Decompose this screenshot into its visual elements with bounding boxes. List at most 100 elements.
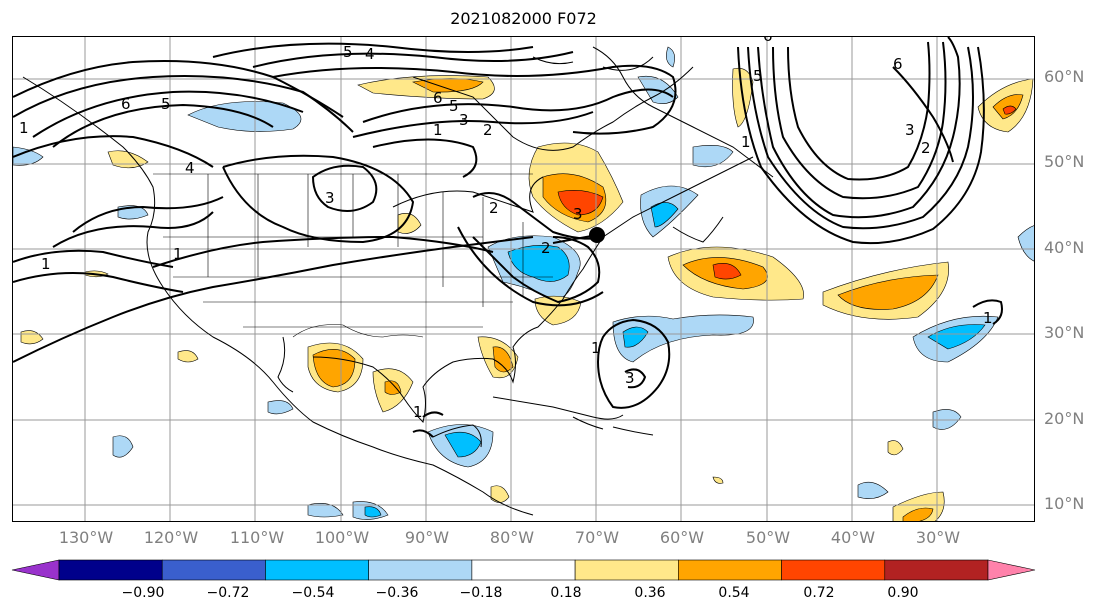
shade-pos-east-atl-n-red [1002, 105, 1017, 115]
lat-label: 40°N [1044, 238, 1085, 257]
lon-label: 50°W [745, 528, 791, 547]
shade-neg-east-atl-core [927, 324, 986, 350]
shade-pos-gulf-core [384, 380, 402, 395]
contour-label: 1 [413, 403, 423, 421]
shade-neg-gulf [267, 400, 294, 415]
contour-label: 1 [19, 119, 29, 137]
shade-neg-pacific-s3-core [364, 506, 382, 518]
shade-pos-cape-verde-core [902, 507, 934, 521]
contour-label: 1 [173, 245, 183, 263]
shade-neg-atl-e2 [1017, 225, 1034, 262]
shade-neg-atl-se [932, 409, 962, 430]
colorbar-cell [781, 559, 886, 581]
contour-label: 5 [753, 67, 763, 85]
lon-label: 100°W [314, 528, 370, 547]
lat-label: 30°N [1044, 323, 1085, 342]
shade-pos-pacific-w1 [20, 330, 44, 345]
storm-center-marker [589, 227, 605, 243]
colorbar-tick-label: −0.36 [375, 585, 419, 601]
map-panel: 5 4 6 5 6 5 3 2 4 3 1 1 1 2 3 1 3 5 6 3 … [12, 36, 1035, 522]
shade-pos-carolina [534, 295, 582, 326]
contour-label: 2 [541, 239, 551, 257]
lon-label: 120°W [143, 528, 199, 547]
contours [13, 37, 1003, 438]
colorbar-cell [884, 559, 989, 581]
colorbar-cell [368, 559, 473, 581]
contour-label: 3 [459, 111, 469, 129]
colorbar-cell [574, 559, 679, 581]
shade-pos-atl-east-core [837, 274, 939, 310]
contour-label: 3 [573, 205, 583, 223]
colorbar-tick-label: 0.72 [803, 585, 835, 601]
shade-pos-se-us-core [492, 346, 514, 373]
lat-label: 50°N [1044, 152, 1085, 171]
colorbar-cell [58, 559, 163, 581]
contour-label: 1 [983, 309, 993, 327]
colorbar-cell [265, 559, 369, 581]
shade-neg-canada [666, 46, 675, 68]
contour-label: 2 [483, 121, 493, 139]
contour-labels: 5 4 6 5 6 5 3 2 4 3 1 1 1 2 3 1 3 5 6 3 … [19, 37, 993, 421]
lon-label: 80°W [489, 528, 535, 547]
shade-neg-atl-30n [612, 314, 754, 363]
colorbar-extend-low [11, 559, 60, 581]
colorbar-tick-label: −0.72 [206, 585, 250, 601]
contour-label: 5 [343, 43, 353, 61]
contour-label: 5 [449, 97, 459, 115]
contour-label: 4 [365, 45, 375, 63]
shade-pos-mexico-core [312, 349, 356, 388]
coastlines [22, 46, 774, 516]
shade-neg-pacific-nw [187, 101, 302, 132]
lat-label: 20°N [1044, 409, 1085, 428]
graticule [13, 37, 1034, 521]
shade-neg-pacific-s [112, 435, 134, 458]
colorbar-tick-label: −0.18 [459, 585, 503, 601]
colorbar [11, 559, 1036, 581]
shade-neg-atl-se2 [857, 481, 889, 499]
shade-neg-newfoundland [692, 145, 734, 168]
lon-label: 130°W [58, 528, 114, 547]
colorbar-tick-label: 0.36 [634, 585, 666, 601]
lon-label: 70°W [574, 528, 620, 547]
contour-label: 2 [921, 139, 931, 157]
shade-neg-pacific-s2 [307, 503, 344, 518]
contour-label: 6 [763, 37, 773, 45]
colorbar-tick-label: 0.54 [718, 585, 750, 601]
shade-pos-bc [107, 150, 149, 169]
lon-label: 30°W [915, 528, 961, 547]
contour-label: 1 [41, 255, 51, 273]
colorbar-cell [678, 559, 782, 581]
contour-label: 6 [893, 55, 903, 73]
colorbar-extend-high [987, 559, 1036, 581]
colorbar-tick-label: −0.54 [291, 585, 335, 601]
shade-pos-carib-e [712, 476, 724, 484]
colorbar-tick-label: 0.18 [550, 585, 582, 601]
contour-label: 2 [489, 199, 499, 217]
contour-label: 3 [325, 189, 335, 207]
shade-pos-atl-40n-core [712, 263, 742, 280]
shade-pos-pacific-w2 [177, 350, 199, 363]
shade-neg-atl-30n-core [622, 326, 649, 348]
contour-label: 4 [185, 159, 195, 177]
lat-label: 10°N [1044, 494, 1085, 513]
colorbar-tick-label: −0.90 [121, 585, 165, 601]
contour-label: 5 [161, 95, 171, 113]
colorbar-cell [161, 559, 266, 581]
colorbar-tick-label: 0.90 [887, 585, 919, 601]
shade-neg-midatlantic-core [507, 245, 570, 282]
storm-track [552, 227, 605, 244]
contour-label: 1 [591, 339, 601, 357]
shade-pos-caribbean [490, 485, 510, 503]
contour-label: 1 [433, 121, 443, 139]
shade-pos-canaries [887, 440, 904, 456]
contour-label: 3 [905, 121, 915, 139]
shade-pos-new-eng-core [557, 190, 604, 216]
lon-label: 90°W [404, 528, 450, 547]
shade-neg-pacific-w [13, 146, 44, 166]
lon-label: 40°W [830, 528, 876, 547]
map-title: 2021082000 F072 [450, 9, 597, 28]
contour-label: 6 [121, 95, 131, 113]
shade-pos-plains [397, 213, 422, 234]
lon-label: 60°W [659, 528, 705, 547]
map-canvas: 5 4 6 5 6 5 3 2 4 3 1 1 1 2 3 1 3 5 6 3 … [13, 37, 1034, 521]
